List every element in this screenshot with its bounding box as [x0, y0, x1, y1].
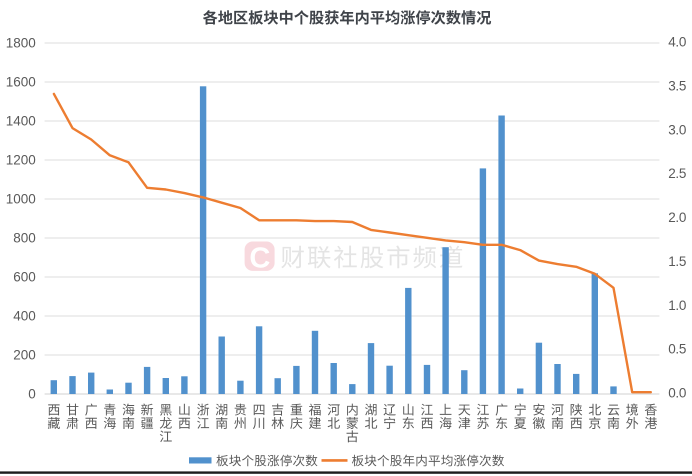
svg-text:1800: 1800 [6, 35, 36, 50]
svg-text:1.0: 1.0 [668, 298, 686, 313]
svg-text:1200: 1200 [6, 152, 36, 167]
svg-text:C: C [249, 243, 270, 275]
svg-text:400: 400 [13, 308, 36, 323]
svg-text:3.0: 3.0 [668, 122, 686, 137]
svg-text:0: 0 [28, 386, 36, 401]
svg-text:4.0: 4.0 [668, 35, 686, 50]
svg-text:1400: 1400 [6, 113, 36, 128]
svg-text:1600: 1600 [6, 74, 36, 89]
svg-text:800: 800 [13, 230, 36, 245]
svg-text:2.0: 2.0 [668, 210, 686, 225]
svg-text:0.0: 0.0 [668, 386, 686, 401]
svg-text:600: 600 [13, 269, 36, 284]
svg-text:1.5: 1.5 [668, 254, 686, 269]
svg-text:1000: 1000 [6, 191, 36, 206]
svg-text:2.5: 2.5 [668, 166, 686, 181]
svg-text:0.5: 0.5 [668, 342, 686, 357]
svg-text:3.5: 3.5 [668, 79, 686, 94]
svg-text:200: 200 [13, 347, 36, 362]
